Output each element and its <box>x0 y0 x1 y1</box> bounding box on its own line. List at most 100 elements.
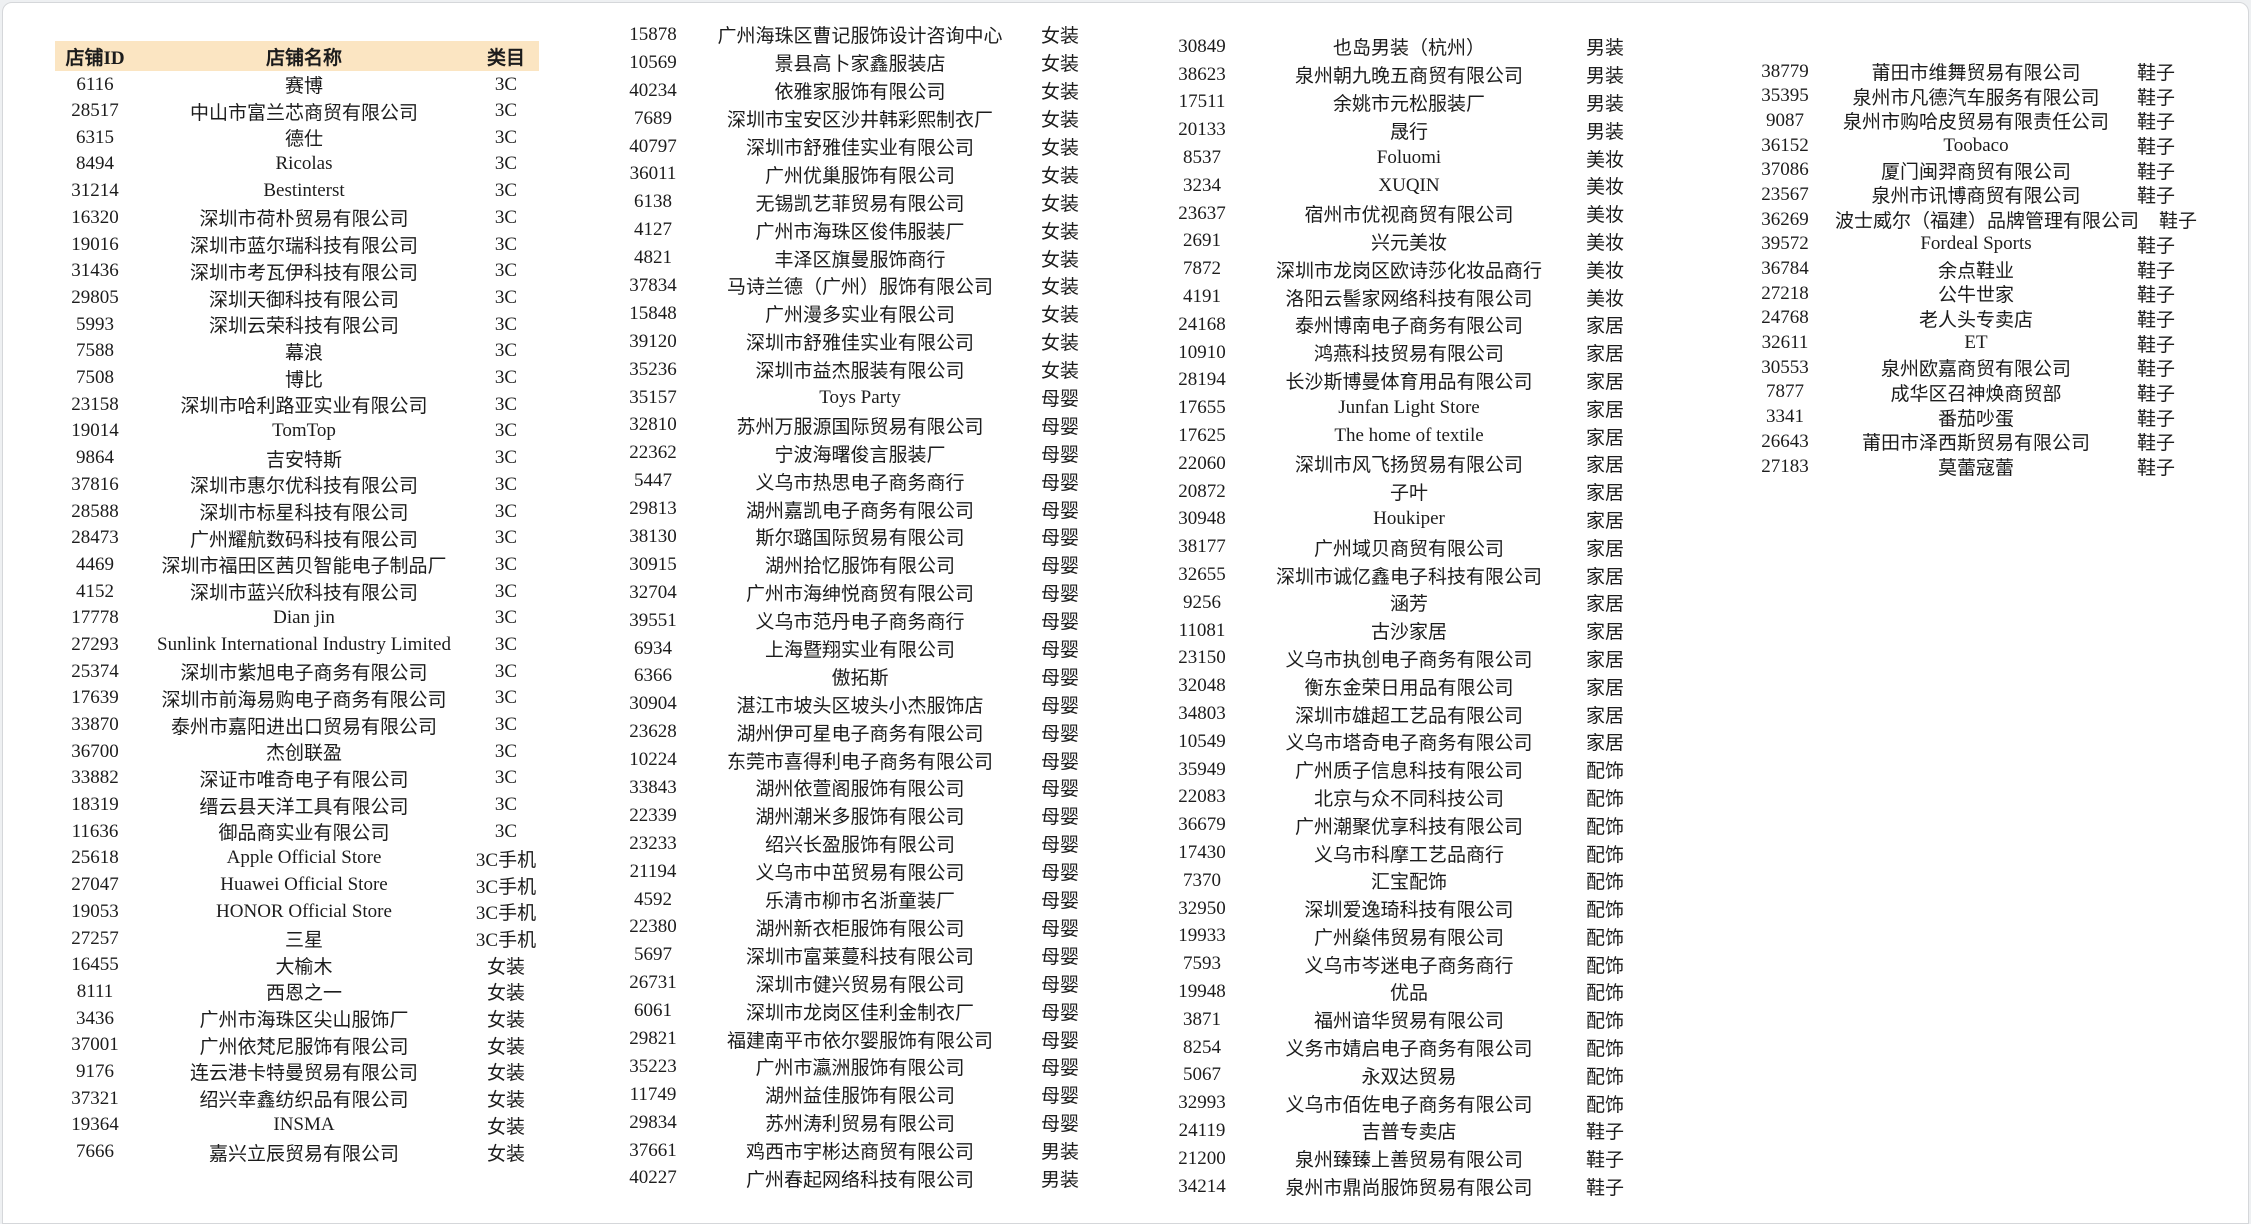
shop-name-cell: HONOR Official Store <box>216 900 392 922</box>
category-cell: 家居 <box>1585 733 1624 755</box>
shop-name-cell: 深圳市雄超工艺品有限公司 <box>1294 705 1523 727</box>
shop-name-cell: 深圳云荣科技有限公司 <box>208 316 399 338</box>
shop-id-cell: 38779 <box>1761 60 1809 82</box>
shop-id-cell: 23150 <box>1178 647 1226 669</box>
shop-name-cell: Sunlink International Industry Limited <box>157 633 451 655</box>
category-cell: 母婴 <box>1040 974 1079 996</box>
category-cell: 鞋子 <box>2136 458 2175 479</box>
shop-id-cell: 36152 <box>1761 134 1809 156</box>
category-cell: 女装 <box>1040 277 1079 299</box>
shop-id-cell: 17778 <box>71 607 119 629</box>
category-cell: 3C <box>494 687 518 709</box>
shop-name-cell: Toys Party <box>819 386 901 408</box>
shop-id-cell: 3234 <box>1183 174 1221 196</box>
shop-id-cell: 32611 <box>1761 332 1809 354</box>
table-row: 17430 义乌市科摩工艺品商行 配饰 <box>1153 839 1643 867</box>
category-cell: 3C <box>494 260 518 282</box>
table-row: 4191 洛阳云髻家网络科技有限公司 美妆 <box>1153 283 1643 311</box>
table-row: 11749 湖州益佳服饰有限公司 母婴 <box>603 1081 1103 1109</box>
shop-name-cell: 三星 <box>284 930 323 951</box>
shop-name-cell: Junfan Light Store <box>1338 397 1480 419</box>
shop-name-cell: 成华区召神焕商贸部 <box>1890 383 2062 405</box>
shop-id-cell: 6116 <box>76 73 114 95</box>
shop-name-cell: 深圳市舒雅佳实业有限公司 <box>745 138 974 159</box>
category-cell: 鞋子 <box>2136 112 2175 134</box>
shop-name-cell: 湖州嘉凯电子商务有限公司 <box>745 500 974 522</box>
table-row: 4821 丰泽区旗曼服饰商行 女装 <box>603 244 1103 272</box>
shop-name-cell: 泉州朝九晚五商贸有限公司 <box>1294 66 1523 88</box>
shop-id-cell: 37321 <box>71 1087 119 1109</box>
shop-id-cell: 5447 <box>634 470 672 492</box>
shop-name-cell: ET <box>1964 332 1988 354</box>
category-cell: 3C <box>494 553 518 575</box>
category-cell: 3C <box>494 393 518 415</box>
table-row: 37816 深圳市惠尔优科技有限公司 3C <box>55 471 539 498</box>
shop-id-cell: 29813 <box>629 498 677 520</box>
shop-id-cell: 6366 <box>634 665 672 687</box>
table-row: 32704 广州市海绅悦商贸有限公司 母婴 <box>603 579 1103 607</box>
table-row: 5697 深圳市富莱蔓科技有限公司 母婴 <box>603 941 1103 969</box>
category-cell: 美妆 <box>1585 260 1624 282</box>
table-row: 36784 余点鞋业 鞋子 <box>1735 256 2195 282</box>
category-cell: 3C手机 <box>475 849 537 871</box>
table-row: 28194 长沙斯博曼体育用品有限公司 家居 <box>1153 367 1643 395</box>
shop-name-cell: 马诗兰德（广州）服饰有限公司 <box>726 277 993 299</box>
category-cell: 配饰 <box>1585 1011 1624 1033</box>
shop-id-cell: 4821 <box>634 247 672 269</box>
shop-id-cell: 36784 <box>1761 258 1809 279</box>
shop-name-cell: 泉州市鼎尚服饰贸易有限公司 <box>1285 1178 1533 1200</box>
shop-name-cell: 晟行 <box>1389 121 1428 143</box>
table-row: 37321 绍兴幸鑫纺织品有限公司 女装 <box>55 1085 539 1112</box>
shop-name-cell: 深圳爱逸琦科技有限公司 <box>1304 900 1514 922</box>
shop-id-cell: 32048 <box>1178 675 1226 697</box>
shop-name-cell: 义乌市岑迷电子商务商行 <box>1304 955 1514 977</box>
shop-id-cell: 35157 <box>629 386 677 408</box>
shop-name-cell: 泉州市购哈皮贸易有限责任公司 <box>1842 112 2109 134</box>
table-row: 15848 广州漫多实业有限公司 女装 <box>603 300 1103 328</box>
table-row: 36152 Toobaco 鞋子 <box>1735 132 2195 159</box>
shop-id-cell: 23628 <box>629 721 677 743</box>
table-row: 19053 HONOR Official Store 3C手机 <box>55 898 539 925</box>
category-cell: 母婴 <box>1040 723 1079 745</box>
shop-id-cell: 40797 <box>629 135 677 157</box>
table-row: 6366 傲拓斯 母婴 <box>603 662 1103 690</box>
category-cell: 女装 <box>486 1090 525 1112</box>
shop-name-cell: 绍兴长盈服饰有限公司 <box>764 835 955 857</box>
shop-id-cell: 6315 <box>76 126 114 148</box>
table-row: 2691 兴元美妆 美妆 <box>1153 228 1643 256</box>
shop-id-cell: 35949 <box>1178 758 1226 780</box>
shop-id-cell: 19364 <box>71 1114 119 1136</box>
table-row: 19933 广州燊伟贸易有限公司 配饰 <box>1153 923 1643 951</box>
shop-name-cell: 深圳市益杰服装有限公司 <box>755 361 965 383</box>
category-cell: 3C <box>494 73 518 95</box>
table-row: 11081 古沙家居 家居 <box>1153 617 1643 645</box>
table-row: 22339 湖州潮米多服饰有限公司 母婴 <box>603 802 1103 830</box>
shop-name-cell: 义务市婧启电子商务有限公司 <box>1285 1039 1533 1061</box>
table-row: 30915 湖州拾忆服饰有限公司 母婴 <box>603 551 1103 579</box>
shop-name-cell: Dian jin <box>273 607 335 629</box>
table-row: 5447 义乌市热思电子商务商行 母婴 <box>603 467 1103 495</box>
shop-name-cell: 义乌市佰佐电子商务有限公司 <box>1285 1094 1533 1116</box>
category-cell: 家居 <box>1585 455 1624 477</box>
shop-name-cell: 古沙家居 <box>1370 622 1447 644</box>
shop-id-cell: 26643 <box>1761 430 1809 452</box>
shop-id-cell: 34214 <box>1178 1175 1226 1197</box>
shop-name-cell: 福州谙华贸易有限公司 <box>1313 1011 1504 1033</box>
category-cell: 3C <box>494 767 518 789</box>
category-cell: 配饰 <box>1585 1094 1624 1116</box>
shop-id-cell: 22060 <box>1178 452 1226 474</box>
category-cell: 3C <box>494 313 518 335</box>
shop-name-cell: 老人头专卖店 <box>1918 309 2033 331</box>
shop-id-cell: 16320 <box>71 206 119 228</box>
table-row: 8494 Ricolas 3C <box>55 151 539 178</box>
category-cell: 3C <box>494 100 518 122</box>
table-row: 29821 福建南平市依尔婴服饰有限公司 母婴 <box>603 1025 1103 1053</box>
table-row: 9864 吉安特斯 3C <box>55 445 539 472</box>
table-row: 33870 泰州市嘉阳进出口贸易有限公司 3C <box>55 712 539 739</box>
shop-id-cell: 9256 <box>1183 591 1221 613</box>
category-cell: 男装 <box>1585 93 1624 115</box>
shop-name-cell: 湛江市坡头区坡头小杰服饰店 <box>736 695 984 717</box>
table-row: 30553 泉州欧嘉商贸有限公司 鞋子 <box>1735 354 2195 381</box>
shop-id-cell: 9087 <box>1766 109 1804 131</box>
shop-id-cell: 5697 <box>634 944 672 966</box>
